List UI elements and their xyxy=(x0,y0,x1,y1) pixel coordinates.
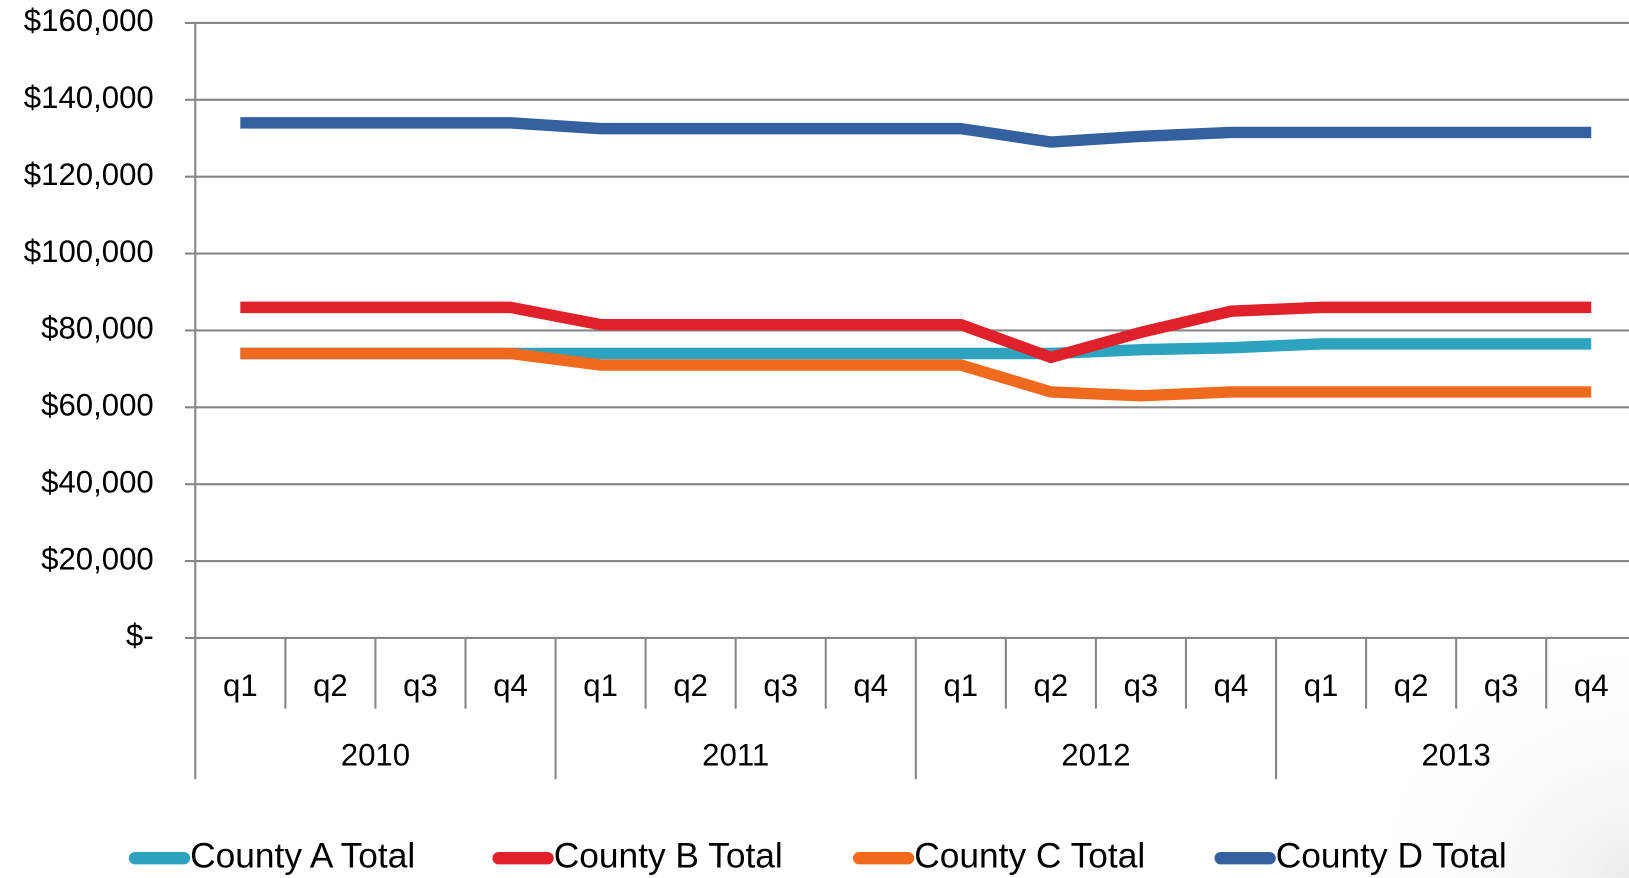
y-tick-label: $160,000 xyxy=(24,3,154,38)
x-tick-label: q4 xyxy=(1574,668,1609,703)
x-group-label: 2010 xyxy=(341,738,410,773)
y-tick-label: $80,000 xyxy=(41,311,154,346)
x-tick-label: q4 xyxy=(493,668,528,703)
x-group-label: 2012 xyxy=(1061,738,1130,773)
y-tick-label: $60,000 xyxy=(41,388,154,423)
y-tick-label: $100,000 xyxy=(24,234,154,269)
y-tick-label: $- xyxy=(126,618,154,653)
x-tick-label: q3 xyxy=(1124,668,1159,703)
x-tick-label: q1 xyxy=(1304,668,1339,703)
y-tick-label: $20,000 xyxy=(41,541,154,576)
x-tick-label: q2 xyxy=(673,668,708,703)
x-tick-label: q1 xyxy=(943,668,978,703)
x-tick-label: q4 xyxy=(853,668,888,703)
x-group-label: 2013 xyxy=(1421,738,1490,773)
x-tick-label: q1 xyxy=(223,668,258,703)
legend-label: County D Total xyxy=(1276,837,1507,876)
background-shade xyxy=(1350,623,1629,878)
x-tick-label: q2 xyxy=(313,668,348,703)
legend-label: County A Total xyxy=(190,837,415,876)
y-tick-label: $140,000 xyxy=(24,80,154,115)
x-tick-label: q4 xyxy=(1214,668,1249,703)
x-tick-label: q2 xyxy=(1394,668,1429,703)
y-tick-label: $120,000 xyxy=(24,157,154,192)
x-tick-label: q1 xyxy=(583,668,618,703)
y-tick-label: $40,000 xyxy=(41,464,154,499)
x-tick-label: q3 xyxy=(1484,668,1519,703)
x-tick-label: q2 xyxy=(1034,668,1069,703)
series-line xyxy=(240,347,1592,402)
series-line xyxy=(240,117,1592,148)
x-tick-label: q3 xyxy=(763,668,798,703)
legend-label: County B Total xyxy=(554,837,783,876)
series-line xyxy=(240,301,1592,364)
x-group-label: 2011 xyxy=(702,738,769,773)
legend-label: County C Total xyxy=(914,837,1145,876)
x-tick-label: q3 xyxy=(403,668,438,703)
